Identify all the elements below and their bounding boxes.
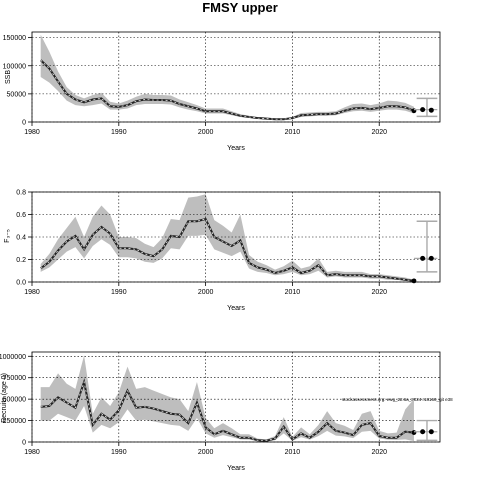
recruits-estimate-line-dash bbox=[40, 380, 414, 442]
recruits-xtick-label: 1980 bbox=[24, 449, 40, 456]
recruits-xlabel: Years bbox=[227, 465, 245, 472]
recruits-ylabel: Recruits (age 0) bbox=[1, 373, 8, 423]
ssb-xtick-label: 2020 bbox=[371, 129, 387, 136]
ssb-xlabel: Years bbox=[227, 145, 245, 152]
f-confidence-band bbox=[40, 194, 414, 282]
f-ytick-label: 0.6 bbox=[16, 212, 26, 219]
f-ytick-label: 0.2 bbox=[16, 257, 26, 264]
ssb-panel: Years SSB 1980 1990 2000 2010 2020 0 50000 1000… bbox=[3, 31, 441, 152]
recruits-ytick-label: 500000 bbox=[3, 397, 26, 404]
ssb-ytick-label: 50000 bbox=[7, 91, 27, 98]
f-xtick-label: 2000 bbox=[198, 289, 214, 296]
fishing-mortality-panel: Years F₃₋₅ 1980 1990 2000 2010 2020 0.0 0.2 0.4… bbox=[4, 190, 441, 312]
ssb-xtick-label: 2010 bbox=[285, 129, 301, 136]
ssb-confidence-band bbox=[40, 34, 414, 120]
f-forecast-point bbox=[420, 255, 426, 261]
f-xtick-label: 1990 bbox=[111, 289, 127, 296]
f-xtick-label: 1980 bbox=[24, 289, 40, 296]
f-last-point bbox=[411, 278, 417, 284]
ssb-xtick-label: 1980 bbox=[24, 129, 40, 136]
f-ylabel: F₃₋₅ bbox=[4, 229, 11, 243]
recruits-xtick-label: 2000 bbox=[198, 449, 214, 456]
f-ytick-label: 0.8 bbox=[16, 190, 26, 197]
recruits-xtick-label: 2010 bbox=[285, 449, 301, 456]
recruits-forecast-point bbox=[420, 429, 426, 435]
recruits-plot-frame bbox=[31, 351, 441, 443]
f-forecast-point bbox=[428, 255, 434, 261]
ssb-plot-frame bbox=[31, 31, 441, 123]
ssb-ylabel: SSB bbox=[5, 70, 12, 84]
ssb-ytick-label: 150000 bbox=[3, 35, 26, 42]
ssb-ytick-label: 0 bbox=[22, 120, 26, 127]
ssb-xtick-label: 2000 bbox=[198, 129, 214, 136]
recruits-ytick-label: 0 bbox=[22, 440, 26, 447]
f-xtick-label: 2020 bbox=[371, 289, 387, 296]
ssb-xtick-label: 1990 bbox=[111, 129, 127, 136]
figure-title: FMSY upper bbox=[202, 0, 278, 15]
recruits-ytick-label: 250000 bbox=[3, 418, 26, 425]
f-ytick-label: 0.0 bbox=[16, 280, 26, 287]
f-xtick-label: 2010 bbox=[285, 289, 301, 296]
f-ytick-label: 0.4 bbox=[16, 235, 26, 242]
f-xlabel: Years bbox=[227, 305, 245, 312]
figure-note: stockassessment.org: ewg_22.6a_2024 r181… bbox=[342, 397, 453, 402]
ssb-forecast-point bbox=[420, 107, 426, 113]
ssb-forecast-point bbox=[428, 107, 434, 113]
recruits-ytick-label: 1000000 bbox=[0, 354, 26, 361]
recruits-panel: Years Recruits (age 0) 1980 1990 2000 2010 2… bbox=[0, 351, 441, 472]
ssb-estimate-line-dash bbox=[40, 59, 415, 120]
recruits-xtick-label: 2020 bbox=[371, 449, 387, 456]
recruits-last-point bbox=[411, 430, 417, 435]
recruits-ytick-label: 750000 bbox=[3, 375, 26, 382]
ssb-ytick-label: 100000 bbox=[3, 63, 26, 70]
recruits-forecast-point bbox=[428, 429, 434, 435]
recruits-xtick-label: 1990 bbox=[111, 449, 127, 456]
f-estimate-line-dash bbox=[40, 218, 415, 282]
